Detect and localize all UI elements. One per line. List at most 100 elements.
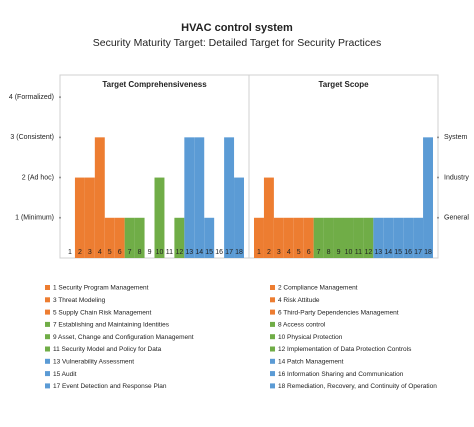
bar-category-label: 12: [364, 249, 372, 256]
legend: 1 Security Program Management 2 Complianc…: [45, 285, 437, 390]
bar-category-label: 6: [307, 249, 311, 256]
bar-category-label: 10: [345, 249, 353, 256]
legend-label: 13 Vulnerability Assessment: [53, 359, 134, 366]
bar: [194, 137, 205, 258]
bar: [333, 217, 344, 258]
y-tick-label: General: [444, 215, 469, 222]
y-tick-mark: [59, 96, 61, 99]
legend-swatch: [270, 346, 275, 352]
bar-category-label: 5: [297, 249, 301, 256]
bar-category-label: 1: [257, 249, 261, 256]
bar: [283, 217, 294, 258]
bar: [94, 137, 105, 258]
bar: [273, 217, 284, 258]
chart-title: HVAC control system: [181, 22, 293, 34]
legend-swatch: [270, 321, 275, 327]
bar: [363, 217, 374, 258]
y-tick-mark: [437, 216, 439, 219]
legend-label: 3 Threat Modeling: [53, 297, 106, 304]
bar: [263, 177, 274, 258]
legend-swatch: [270, 309, 275, 315]
legend-label: 12 Implementation of Data Protection Con…: [278, 346, 412, 353]
y-tick-label: 3 (Consistent): [10, 134, 54, 141]
y-tick-label: 2 (Ad hoc): [22, 174, 54, 181]
chart-subtitle: Security Maturity Target: Detailed Targe…: [93, 37, 381, 49]
legend-label: 2 Compliance Management: [278, 285, 358, 292]
legend-label: 17 Event Detection and Response Plan: [53, 383, 167, 390]
bar-category-label: 12: [175, 249, 183, 256]
bar-category-label: 18: [424, 249, 432, 256]
legend-label: 14 Patch Management: [278, 359, 344, 366]
bar: [224, 137, 235, 258]
bar-category-label: 4: [287, 249, 291, 256]
bar-category-label: 18: [235, 249, 243, 256]
legend-label: 8 Access control: [278, 322, 326, 329]
y-tick-label: 1 (Minimum): [15, 215, 54, 222]
bar: [323, 217, 334, 258]
bar-category-label: 9: [337, 249, 341, 256]
bar: [174, 217, 185, 258]
bar: [403, 217, 414, 258]
legend-swatch: [270, 297, 275, 303]
legend-swatch: [45, 297, 50, 303]
bar-category-label: 13: [185, 249, 193, 256]
legend-swatch: [45, 285, 50, 290]
bar-category-label: 3: [88, 249, 92, 256]
y-tick-mark: [59, 136, 61, 139]
legend-label: 6 Third-Party Dependencies Management: [278, 309, 399, 316]
bar-category-label: 4: [98, 249, 102, 256]
bar-category-label: 15: [394, 249, 402, 256]
bar: [84, 177, 95, 258]
bar: [313, 217, 324, 258]
legend-swatch: [270, 358, 275, 364]
bar-category-label: 8: [138, 249, 142, 256]
bar-category-label: 1: [68, 249, 72, 256]
legend-label: 1 Security Program Management: [53, 285, 149, 292]
bar: [134, 217, 145, 258]
bar: [383, 217, 394, 258]
bar-category-label: 10: [156, 249, 164, 256]
bar-category-label: 6: [118, 249, 122, 256]
legend-swatch: [45, 321, 50, 327]
y-tick-mark: [59, 176, 61, 179]
legend-label: 11 Security Model and Policy for Data: [53, 346, 162, 353]
bar-category-label: 7: [128, 249, 132, 256]
bar: [254, 217, 264, 258]
bar: [353, 217, 364, 258]
bar-category-label: 13: [374, 249, 382, 256]
bar-category-label: 9: [148, 249, 152, 256]
bar: [184, 137, 195, 258]
bar-category-label: 16: [404, 249, 412, 256]
bar: [423, 137, 433, 258]
bar-category-label: 8: [327, 249, 331, 256]
bar: [343, 217, 354, 258]
legend-swatch: [270, 285, 275, 290]
legend-label: 9 Asset, Change and Configuration Manage…: [53, 334, 194, 341]
legend-swatch: [270, 334, 275, 340]
bar-category-label: 3: [277, 249, 281, 256]
bar-category-label: 17: [225, 249, 233, 256]
legend-swatch: [270, 371, 275, 377]
legend-label: 16 Information Sharing and Communication: [278, 371, 404, 378]
bar-category-label: 14: [384, 249, 392, 256]
y-tick-label: Industry: [444, 174, 469, 181]
bar: [234, 177, 244, 258]
legend-swatch: [270, 383, 275, 389]
bar-category-label: 17: [414, 249, 422, 256]
y-tick-mark: [437, 136, 439, 139]
bar-category-label: 11: [166, 249, 173, 256]
bar: [204, 217, 215, 258]
bar: [154, 177, 165, 258]
bar-category-label: 15: [205, 249, 213, 256]
legend-label: 10 Physical Protection: [278, 334, 343, 341]
legend-swatch: [45, 358, 50, 364]
legend-swatch: [45, 346, 50, 352]
bar-category-label: 16: [215, 249, 223, 256]
bar: [104, 217, 115, 258]
legend-label: 4 Risk Attitude: [278, 297, 320, 304]
y-tick-mark: [437, 176, 439, 179]
bar-category-label: 2: [78, 249, 82, 256]
y-tick-label: System: [444, 134, 468, 141]
legend-swatch: [45, 309, 50, 315]
